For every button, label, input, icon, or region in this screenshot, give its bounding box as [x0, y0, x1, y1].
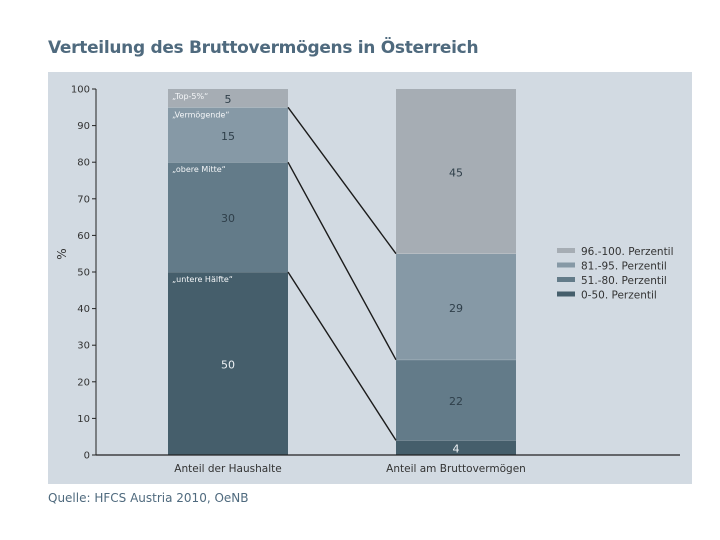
- legend-label: 51.-80. Perzentil: [581, 275, 667, 287]
- data-label: 5: [225, 93, 232, 106]
- group-label: „Vermögende“: [172, 110, 230, 119]
- plot-background: [48, 72, 692, 484]
- y-tick-label: 70: [77, 194, 90, 205]
- connector-line: [287, 271, 397, 441]
- data-label: 22: [449, 395, 463, 408]
- data-label: 4: [453, 443, 460, 456]
- bar-segment: [168, 162, 288, 272]
- group-label: „Top-5%“: [172, 92, 208, 101]
- y-tick-label: 100: [71, 85, 90, 96]
- legend-label: 81.-95. Perzentil: [581, 261, 667, 273]
- legend-swatch: [557, 262, 575, 268]
- bar-segment: [396, 89, 516, 254]
- bar-segment: [168, 107, 288, 163]
- legend-swatch: [557, 277, 575, 282]
- x-category-label: Anteil der Haushalte: [174, 463, 281, 475]
- y-tick-label: 20: [77, 377, 90, 388]
- legend-label: 0-50. Perzentil: [581, 290, 657, 302]
- x-category-label: Anteil am Bruttovermögen: [386, 463, 526, 475]
- bar-segment: [396, 440, 516, 455]
- bar-segment: [396, 359, 516, 441]
- y-tick-label: 0: [84, 451, 90, 462]
- y-tick-label: 30: [77, 341, 90, 352]
- y-tick-label: 60: [77, 231, 90, 242]
- y-tick-label: 10: [77, 414, 90, 425]
- connector-line: [287, 161, 397, 361]
- chart-title: Verteilung des Bruttovermögens in Österr…: [48, 38, 479, 58]
- y-axis-label: %: [55, 248, 69, 259]
- bar-segment: [168, 272, 288, 455]
- data-label: 50: [221, 359, 235, 372]
- y-tick-label: 80: [77, 158, 90, 169]
- group-label: „obere Mitte“: [172, 165, 226, 174]
- y-tick-label: 90: [77, 121, 90, 132]
- connector-line: [287, 106, 397, 255]
- legend-swatch: [557, 248, 575, 253]
- legend-label: 96.-100. Perzentil: [581, 246, 674, 258]
- data-label: 15: [221, 130, 235, 143]
- group-label: „untere Hälfte“: [172, 275, 233, 284]
- bar-segment: [396, 253, 516, 360]
- legend-swatch: [557, 291, 575, 297]
- data-label: 45: [449, 166, 463, 179]
- y-tick-label: 40: [77, 304, 90, 315]
- bar-segment: [168, 89, 288, 108]
- data-label: 30: [221, 212, 235, 225]
- source-note: Quelle: HFCS Austria 2010, OeNB: [48, 491, 249, 505]
- y-tick-label: 50: [77, 268, 90, 279]
- data-label: 29: [449, 302, 463, 315]
